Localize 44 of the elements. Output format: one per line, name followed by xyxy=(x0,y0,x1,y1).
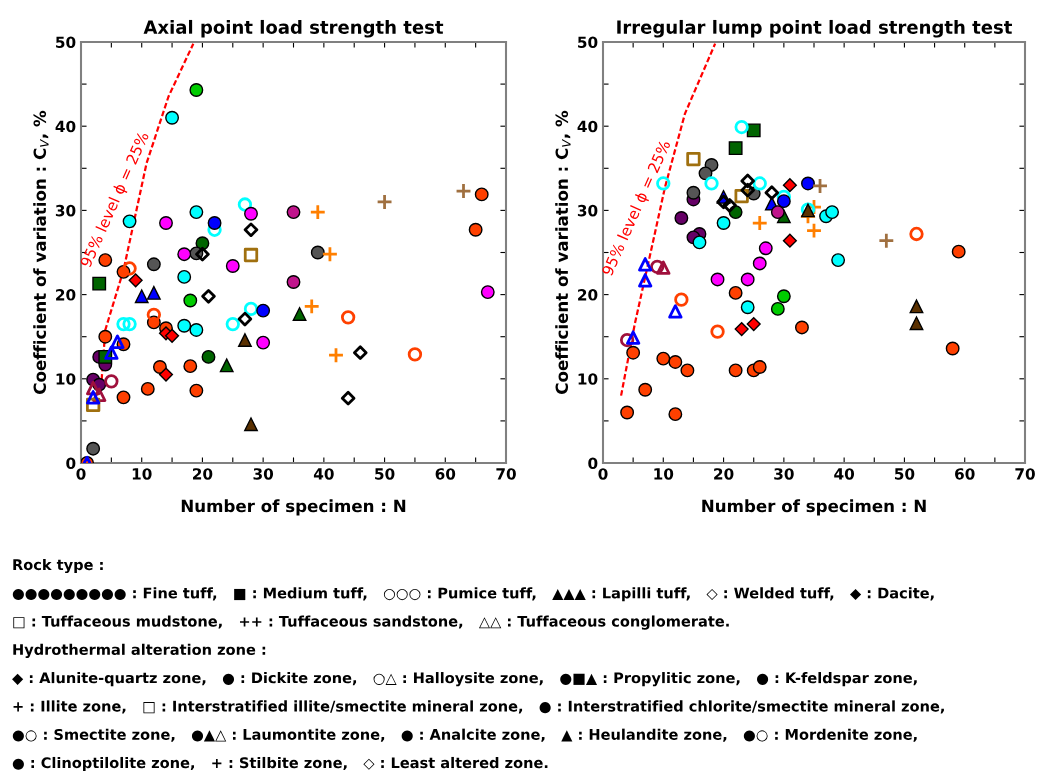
y-tick-label: 10 xyxy=(578,373,598,385)
y-axis-title: Coefficient of variation : C$_{V}$, % xyxy=(33,110,49,394)
x-tick-label: 50 xyxy=(375,468,395,480)
text: + : Illite zone, □ : Interstratified illite/smectite mineral zone, ● : Interstratified chlorite/smectite mineral zone, xyxy=(13,700,944,714)
y-tick-label: 50 xyxy=(56,36,76,49)
y-tick-label: 0 xyxy=(588,457,598,470)
text: Rock type : xyxy=(13,558,103,574)
x-tick-label: 40 xyxy=(313,468,334,480)
text: ●○ : Smectite zone, ●▲△ : Laumontite zone, ● : Analcite zone, ▲ : Heulandite zone, ●○ : Mordenite zone, xyxy=(12,728,917,742)
x-tick-label: 70 xyxy=(496,468,516,480)
text: ◆ : Alunite-quartz zone, ● : Dickite zone, ○△ : Halloysite zone, ●■▲ : Propylitic zone, ● : K-feldspar zone, xyxy=(12,672,917,687)
x-tick-label: 60 xyxy=(435,468,456,480)
x-tick-label: 30 xyxy=(774,468,794,480)
x-tick-label: 50 xyxy=(894,468,915,480)
y-tick-label: 20 xyxy=(56,289,76,301)
y-tick-label: 0 xyxy=(66,457,76,470)
annotation: 95% level ϕ = 25% xyxy=(79,130,152,270)
y-axis-title: Coefficient of variation : C$_{V}$, % xyxy=(555,110,571,394)
y-tick-label: 30 xyxy=(55,204,76,217)
text: ●●●●●●●●● : Fine tuff, ■ : Medium tuff, ○○○ : Pumice tuff, ▲▲▲ : Lapilli tuff, ◇ : Welded tuff, ◆ : Dacite, xyxy=(12,587,934,602)
chart-title: Axial point load strength test xyxy=(143,19,444,38)
y-tick-label: 10 xyxy=(56,373,76,385)
x-tick-label: 0 xyxy=(76,468,86,480)
x-tick-label: 10 xyxy=(654,468,674,480)
x-tick-label: 20 xyxy=(714,468,734,480)
y-tick-label: 50 xyxy=(578,36,598,49)
x-tick-label: 70 xyxy=(1015,468,1035,480)
y-tick-label: 20 xyxy=(578,289,598,301)
x-tick-label: 30 xyxy=(253,468,274,480)
text: ● : Clinoptilolite zone, + : Stilbite zone, ◇ : Least altered zone. xyxy=(12,756,548,772)
x-tick-label: 60 xyxy=(955,468,975,480)
y-tick-label: 30 xyxy=(577,204,598,217)
chart-title: Irregular lump point load strength test xyxy=(617,19,1012,38)
text: □ : Tuffaceous mudstone, ++ : Tuffaceous sandstone, △△ : Tuffaceous conglomerate. xyxy=(13,615,729,630)
x-tick-label: 0 xyxy=(598,468,608,480)
x-tick-label: 40 xyxy=(834,468,855,480)
y-tick-label: 40 xyxy=(55,120,76,133)
text: Hydrothermal alteration zone : xyxy=(13,643,266,658)
x-axis-title: Number of specimen : N xyxy=(702,499,926,516)
x-tick-label: 10 xyxy=(132,468,152,480)
x-tick-label: 20 xyxy=(193,468,213,480)
x-axis-title: Number of specimen : N xyxy=(181,499,406,516)
annotation: 95% level ϕ = 25% xyxy=(601,139,674,278)
y-tick-label: 40 xyxy=(577,120,598,133)
